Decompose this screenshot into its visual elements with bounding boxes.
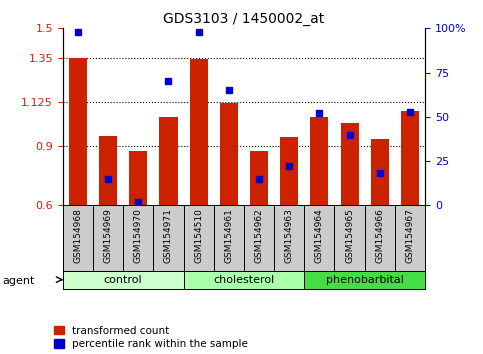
Text: cholesterol: cholesterol xyxy=(213,275,274,285)
Text: GSM154969: GSM154969 xyxy=(103,209,113,263)
Text: GSM154967: GSM154967 xyxy=(405,209,414,263)
Bar xyxy=(189,59,208,205)
Bar xyxy=(99,137,117,205)
FancyBboxPatch shape xyxy=(63,271,184,289)
Text: GSM154966: GSM154966 xyxy=(375,209,384,263)
Text: GSM154963: GSM154963 xyxy=(284,209,294,263)
Legend: transformed count, percentile rank within the sample: transformed count, percentile rank withi… xyxy=(54,326,248,349)
Bar xyxy=(371,139,389,205)
Bar xyxy=(159,117,178,205)
Bar xyxy=(401,111,419,205)
Text: phenobarbital: phenobarbital xyxy=(326,275,404,285)
Text: GSM154964: GSM154964 xyxy=(315,209,324,263)
FancyBboxPatch shape xyxy=(304,271,425,289)
FancyBboxPatch shape xyxy=(184,271,304,289)
Text: GSM154965: GSM154965 xyxy=(345,209,354,263)
Bar xyxy=(250,151,268,205)
Bar xyxy=(341,123,358,205)
Text: GSM154968: GSM154968 xyxy=(73,209,83,263)
Title: GDS3103 / 1450002_at: GDS3103 / 1450002_at xyxy=(163,12,325,26)
Text: GSM154962: GSM154962 xyxy=(255,209,264,263)
Bar xyxy=(220,103,238,205)
Text: control: control xyxy=(104,275,142,285)
Text: agent: agent xyxy=(2,276,35,286)
Text: GSM154971: GSM154971 xyxy=(164,209,173,263)
Text: GSM154970: GSM154970 xyxy=(134,209,143,263)
Text: GSM154961: GSM154961 xyxy=(224,209,233,263)
Bar xyxy=(280,137,298,205)
Bar xyxy=(69,58,87,205)
Text: GSM154510: GSM154510 xyxy=(194,209,203,263)
Bar xyxy=(311,117,328,205)
Bar xyxy=(129,151,147,205)
